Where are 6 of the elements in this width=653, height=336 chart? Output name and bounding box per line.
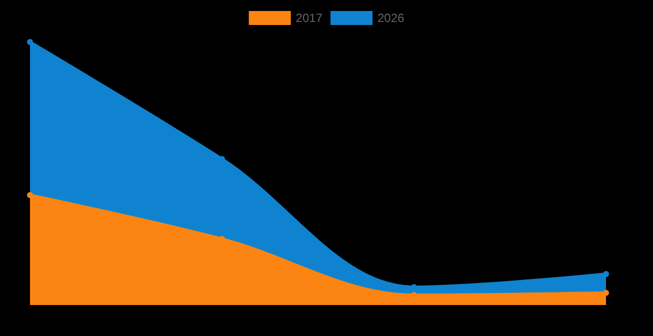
legend-label: 2026	[378, 11, 405, 25]
point	[27, 192, 33, 198]
legend-label: 2017	[296, 11, 323, 25]
point	[27, 39, 33, 45]
point	[603, 270, 609, 277]
point	[603, 290, 609, 296]
